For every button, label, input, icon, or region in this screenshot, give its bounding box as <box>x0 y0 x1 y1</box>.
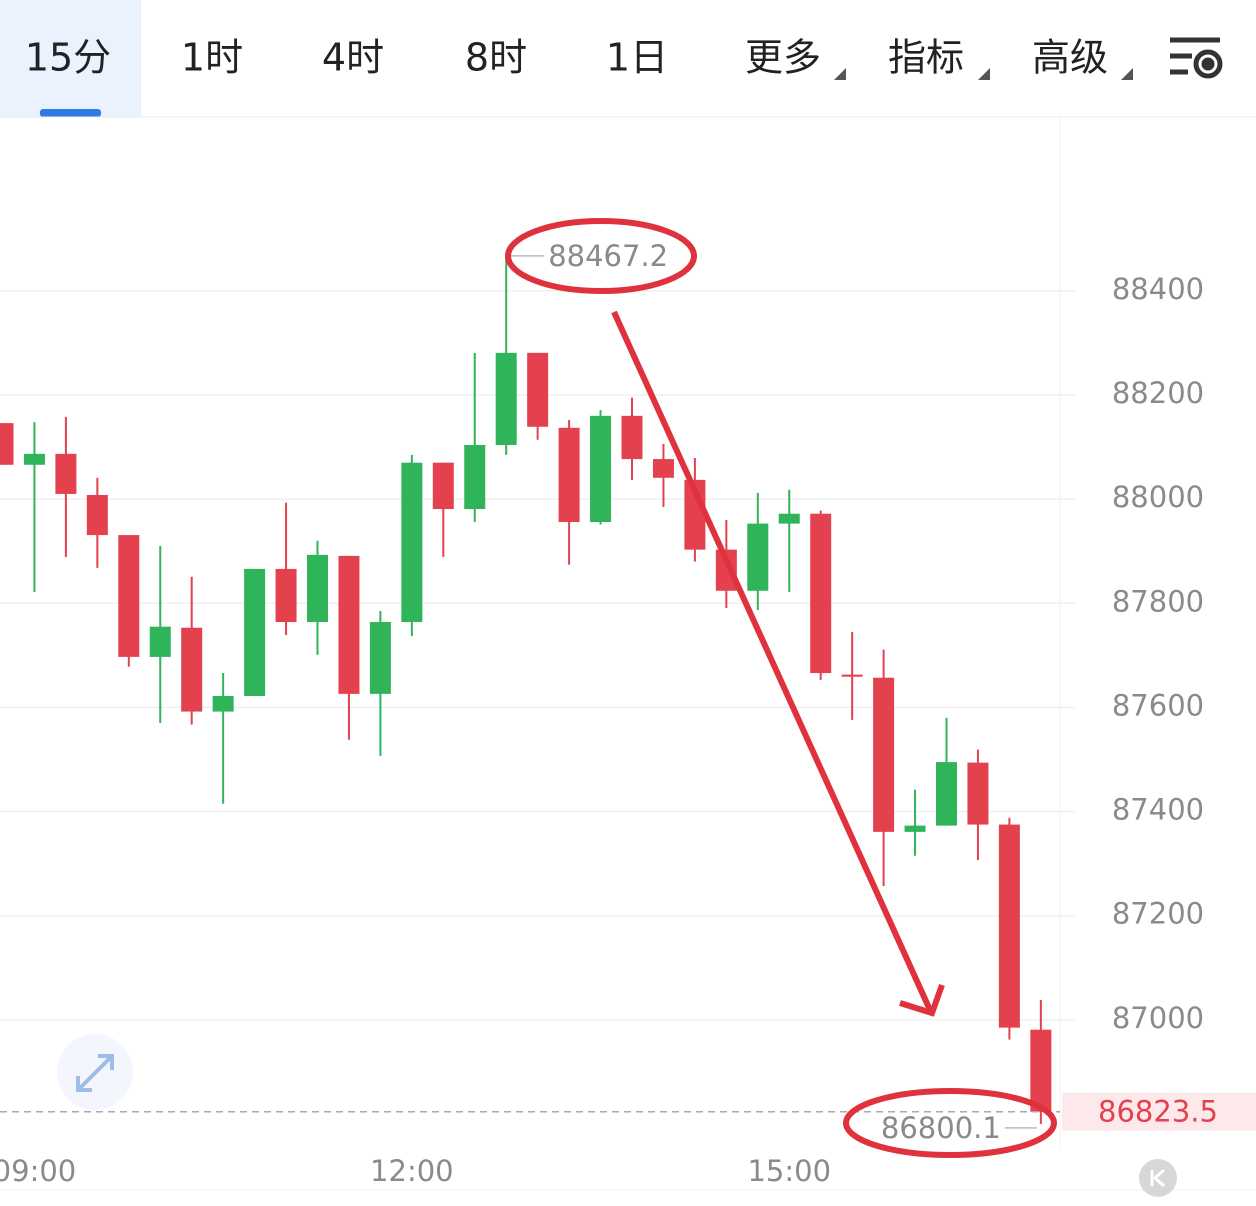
dropdown-mark <box>978 68 990 80</box>
arrow-head <box>899 983 945 1017</box>
tab[interactable]: 1日 <box>606 36 668 80</box>
candle-body <box>747 523 769 591</box>
candle-body <box>873 677 895 832</box>
annotations <box>505 218 1057 1158</box>
tab[interactable]: 8时 <box>465 36 527 80</box>
y-tick-label: 88000 <box>1112 480 1204 514</box>
candle-body <box>23 453 45 465</box>
low-circle <box>843 1088 1057 1158</box>
tab[interactable]: 指标 <box>888 36 964 80</box>
candles: 09:00 12:00 15:00 <box>0 255 1052 1188</box>
y-tick-label: 87600 <box>1112 688 1204 722</box>
low-label: 86800.1 <box>881 1111 1001 1145</box>
y-tick-label: 88400 <box>1112 272 1204 306</box>
candle-body <box>86 494 108 536</box>
tab[interactable]: 更多 <box>745 36 821 80</box>
candle-body <box>464 444 486 510</box>
active-tab-bg <box>0 0 141 117</box>
candle-body <box>307 554 328 623</box>
y-tick-label: 87200 <box>1112 897 1204 931</box>
candle-body <box>652 459 674 478</box>
candle-body <box>495 352 517 445</box>
candle-body <box>841 674 863 677</box>
candle-body <box>621 415 643 460</box>
tab[interactable]: 15分 <box>25 36 111 80</box>
candle-body <box>432 462 454 510</box>
current-price-label: 86823.5 <box>1098 1095 1218 1129</box>
candle-body <box>244 568 266 696</box>
candle-body <box>936 762 957 826</box>
expand-button[interactable] <box>57 1034 133 1110</box>
candle-body <box>118 535 140 657</box>
x-tick-label: 09:00 <box>0 1154 76 1188</box>
candle-body <box>369 622 391 694</box>
candle-body <box>401 462 423 623</box>
candle-body <box>998 824 1020 1028</box>
y-tick-label: 88200 <box>1112 376 1204 410</box>
y-tick-label: 87000 <box>1112 1001 1204 1035</box>
high-label: 88467.2 <box>548 239 668 273</box>
candle-body <box>715 549 737 591</box>
history-button[interactable] <box>1139 1159 1177 1197</box>
trend-arrow <box>611 310 933 1012</box>
candle-body <box>212 695 234 712</box>
x-tick-label: 15:00 <box>747 1154 831 1188</box>
y-tick-label: 87800 <box>1112 584 1204 618</box>
high-circle <box>505 218 697 294</box>
candle-body <box>558 427 580 523</box>
dropdown-mark <box>834 68 846 80</box>
dropdown-marks <box>834 68 1133 80</box>
candle-body <box>967 762 989 825</box>
candle-body <box>590 415 612 523</box>
candle-body <box>338 555 360 694</box>
tab[interactable]: 4时 <box>322 36 384 80</box>
dropdown-mark <box>1121 68 1133 80</box>
tab[interactable]: 1时 <box>181 36 243 80</box>
candle-body <box>778 513 800 524</box>
current-price-bg <box>1062 1092 1256 1131</box>
y-tick-label: 87400 <box>1112 793 1204 827</box>
candle-body <box>1030 1029 1052 1112</box>
active-tab-indicator <box>40 109 101 117</box>
x-tick-label: 12:00 <box>370 1154 454 1188</box>
candle-body <box>904 825 926 832</box>
candle-body <box>181 627 203 712</box>
candle-body <box>55 453 77 494</box>
settings-icon[interactable] <box>1170 37 1223 79</box>
overlay: 88467.2 86800.1 86823.5 <box>0 239 1256 1145</box>
candle-body <box>275 568 297 623</box>
tab[interactable]: 高级 <box>1032 36 1108 80</box>
candle-body <box>149 626 171 657</box>
candle-body <box>527 352 549 427</box>
candle-body <box>0 423 14 465</box>
candle-body <box>810 513 832 674</box>
